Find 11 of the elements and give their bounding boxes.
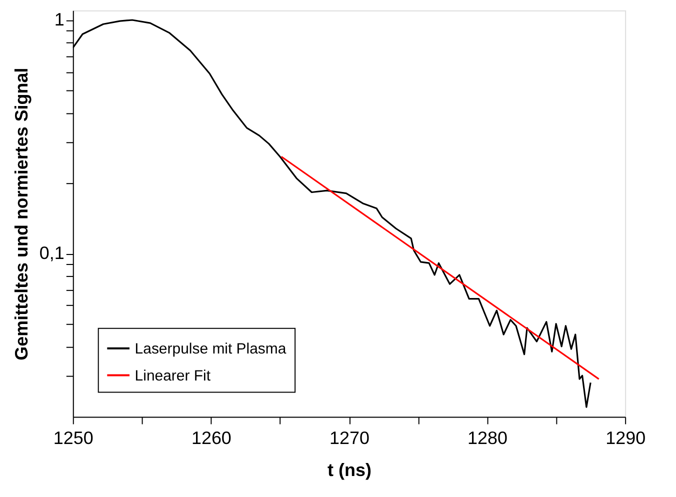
y-axis-title: Gemitteltes und normiertes Signal (11, 68, 32, 360)
y-tick-label: 1 (54, 10, 64, 30)
x-tick-label: 1280 (468, 428, 508, 448)
x-tick-label: 1260 (191, 428, 232, 448)
x-tick-label: 1250 (53, 428, 94, 448)
legend-label: Linearer Fit (134, 367, 212, 384)
x-tick-label: 1290 (606, 428, 646, 448)
x-tick-label: 1270 (329, 428, 370, 448)
y-tick-label: 0,1 (39, 243, 64, 264)
legend-label: Laserpulse mit Plasma (134, 340, 287, 358)
x-axis-title: t (ns) (328, 460, 372, 480)
